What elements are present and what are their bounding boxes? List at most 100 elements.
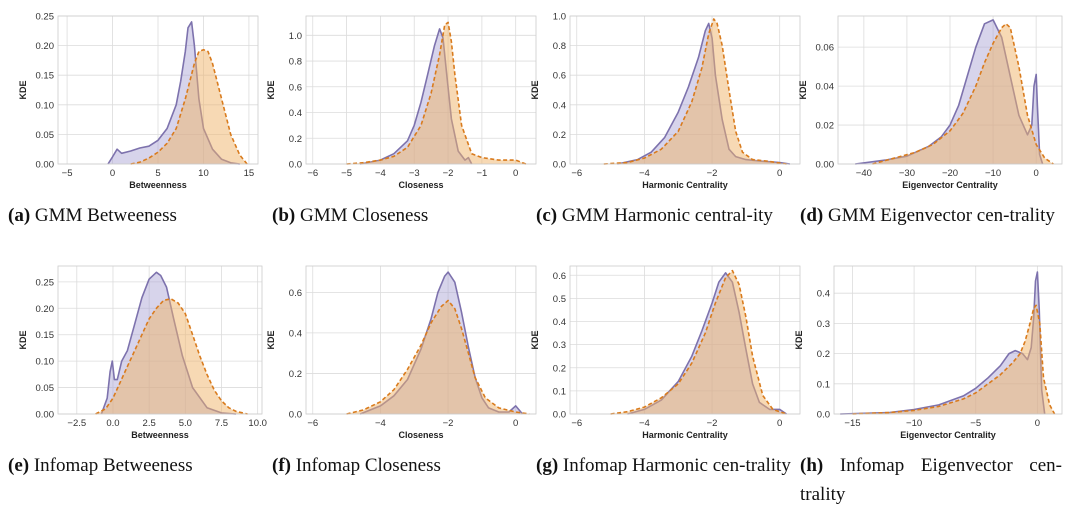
x-tick-label: 0 xyxy=(777,418,782,429)
x-tick-label: 5.0 xyxy=(179,418,192,429)
plot-frame xyxy=(305,265,537,415)
y-axis-label: KDE xyxy=(18,80,28,99)
x-tick-label: −6 xyxy=(571,418,582,429)
panel-c: −6 −4 −2 0 0.0 0.2 0.4 0.6 0.8 1.0 Harmonic Centra… xyxy=(530,8,804,258)
caption-text: Infomap Harmonic cen-trality xyxy=(558,455,791,476)
caption-a: (a) GMM Betweeness xyxy=(8,201,270,230)
panel-a: −5 0 5 10 15 0.00 0.05 0.10 0.15 0.20 0.25 Betweenn… xyxy=(8,8,276,258)
y-tick-label: 0.20 xyxy=(36,304,55,315)
series-b-area xyxy=(610,270,787,414)
y-axis-label: KDE xyxy=(794,330,804,349)
x-tick-label: 0 xyxy=(513,418,518,429)
y-tick-label: 0.15 xyxy=(36,330,55,341)
caption-tag: (d) xyxy=(800,205,824,226)
x-tick-label: −5 xyxy=(341,168,352,179)
x-tick-label: −6 xyxy=(307,418,318,429)
caption-text: GMM Eigenvector cen-trality xyxy=(823,205,1055,226)
x-tick-label: −40 xyxy=(856,168,872,179)
y-tick-label: 0.2 xyxy=(553,130,566,141)
y-tick-label: 0.00 xyxy=(36,160,55,171)
series-b-area xyxy=(346,300,530,414)
caption-tag: (h) xyxy=(800,455,824,476)
y-tick-label: 0.3 xyxy=(553,340,566,351)
caption-e: (e) Infomap Betweeness xyxy=(8,451,270,480)
caption-g: (g) Infomap Harmonic cen-trality xyxy=(536,451,798,480)
x-tick-label: 2.5 xyxy=(143,418,156,429)
panel-g: −6 −4 −2 0 0.0 0.1 0.2 0.3 0.4 0.5 0.6 Harmonic Cen… xyxy=(530,258,804,508)
plot-frame xyxy=(57,265,263,415)
caption-tag: (a) xyxy=(8,205,31,226)
x-tick-label: −2 xyxy=(707,168,718,179)
series-b-area xyxy=(852,305,1055,414)
kde-chart-a: −5 0 5 10 15 0.00 0.05 0.10 0.15 0.20 0.25 Betweenn… xyxy=(18,12,259,190)
y-tick-label: 0.3 xyxy=(817,319,830,330)
y-tick-label: 0.06 xyxy=(816,43,835,54)
y-tick-label: 0.6 xyxy=(289,82,302,93)
kde-chart-h: −15 −10 −5 0 0.0 0.1 0.2 0.3 0.4 Eigenvector Cent… xyxy=(794,265,1063,440)
x-tick-label: 5 xyxy=(155,168,160,179)
x-axis-label: Betweenness xyxy=(131,430,189,440)
x-tick-label: −2 xyxy=(443,418,454,429)
caption-tag: (e) xyxy=(8,455,30,476)
caption-text: GMM Harmonic central-ity xyxy=(557,205,773,226)
y-tick-label: 0.02 xyxy=(816,121,835,132)
y-axis-label: KDE xyxy=(530,330,540,349)
x-axis-label: Eigenvector Centrality xyxy=(902,180,998,190)
caption-tag: (c) xyxy=(536,205,558,226)
y-tick-label: 0.0 xyxy=(289,160,302,171)
series-b-area xyxy=(95,298,248,414)
x-axis-label: Harmonic Centrality xyxy=(642,430,728,440)
y-tick-label: 0.15 xyxy=(36,71,55,82)
series-b-area xyxy=(872,23,1054,164)
y-tick-label: 0.0 xyxy=(817,410,830,421)
x-tick-label: −6 xyxy=(571,168,582,179)
y-axis-label: KDE xyxy=(266,330,276,349)
y-tick-label: 0.5 xyxy=(553,294,566,305)
x-tick-label: −1 xyxy=(476,168,487,179)
x-tick-label: 0 xyxy=(513,168,518,179)
series-b-line xyxy=(130,48,248,165)
x-tick-label: −2 xyxy=(707,418,718,429)
x-axis-label: Closeness xyxy=(398,180,443,190)
series-b-area xyxy=(130,49,248,165)
y-tick-label: 0.2 xyxy=(289,134,302,145)
caption-d: (d) GMM Eigenvector cen-trality xyxy=(800,201,1062,230)
caption-tag: (b) xyxy=(272,205,296,226)
y-axis-label: KDE xyxy=(18,330,28,349)
y-axis-label: KDE xyxy=(266,80,276,99)
y-tick-label: 0.1 xyxy=(817,379,830,390)
y-tick-label: 0.4 xyxy=(553,100,566,111)
y-tick-label: 0.0 xyxy=(289,410,302,421)
x-tick-label: 0 xyxy=(777,168,782,179)
kde-chart-d: −40 −30 −20 −10 0 0.00 0.02 0.04 0.06 Eigenvector… xyxy=(798,15,1063,190)
y-axis-label: KDE xyxy=(798,80,808,99)
x-axis-label: Harmonic Centrality xyxy=(642,180,728,190)
x-tick-label: −10 xyxy=(985,168,1001,179)
caption-text: GMM Closeness xyxy=(295,205,429,226)
series-a-line xyxy=(855,19,1044,165)
x-tick-label: 10 xyxy=(198,168,209,179)
panel-d: −40 −30 −20 −10 0 0.00 0.02 0.04 0.06 Eigenvector… xyxy=(798,8,1068,258)
x-tick-label: −3 xyxy=(409,168,420,179)
y-tick-label: 1.0 xyxy=(553,12,566,23)
y-axis-label: KDE xyxy=(530,80,540,99)
x-tick-label: 0 xyxy=(110,168,115,179)
x-tick-label: −4 xyxy=(375,418,386,429)
plot-frame xyxy=(837,15,1063,165)
x-tick-label: −6 xyxy=(307,168,318,179)
x-tick-label: −4 xyxy=(375,168,386,179)
x-tick-label: −30 xyxy=(899,168,915,179)
y-tick-label: 0.2 xyxy=(553,363,566,374)
panel-b: −6 −5 −4 −3 −2 −1 0 0.0 0.2 0.4 0.6 0.8 1.0 Closeness… xyxy=(266,8,540,258)
y-tick-label: 0.10 xyxy=(36,357,55,368)
y-tick-label: 0.0 xyxy=(553,410,566,421)
caption-text: Infomap Eigenvector cen-trality xyxy=(800,455,1062,505)
plot-frame xyxy=(305,15,537,165)
kde-chart-b: −6 −5 −4 −3 −2 −1 0 0.0 0.2 0.4 0.6 0.8 1.0 Closeness… xyxy=(266,15,537,190)
x-tick-label: 15 xyxy=(244,168,255,179)
x-tick-label: 7.5 xyxy=(215,418,228,429)
series-a-line xyxy=(840,271,1046,415)
y-tick-label: 0.8 xyxy=(553,41,566,52)
y-tick-label: 0.25 xyxy=(36,277,55,288)
caption-b: (b) GMM Closeness xyxy=(272,201,534,230)
